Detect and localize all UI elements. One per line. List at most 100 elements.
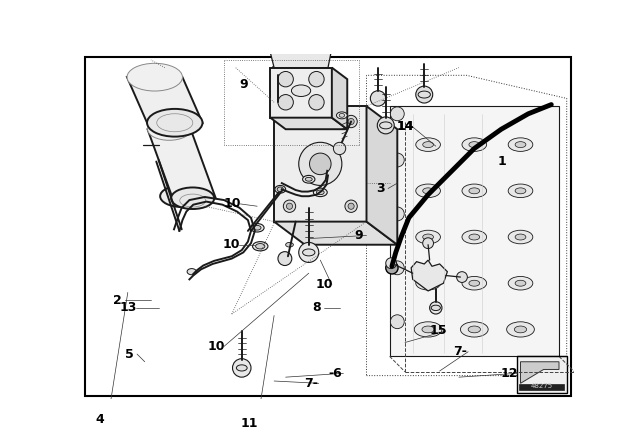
Circle shape <box>386 262 398 274</box>
Ellipse shape <box>422 326 435 333</box>
Ellipse shape <box>431 305 440 310</box>
Ellipse shape <box>277 187 284 192</box>
Polygon shape <box>127 77 202 123</box>
Ellipse shape <box>164 151 172 156</box>
Polygon shape <box>148 129 216 198</box>
Circle shape <box>422 238 433 249</box>
FancyBboxPatch shape <box>519 384 564 390</box>
Text: -6: -6 <box>329 367 342 380</box>
Ellipse shape <box>469 142 480 147</box>
Polygon shape <box>274 222 397 245</box>
Text: 15: 15 <box>429 324 447 337</box>
Text: 1: 1 <box>498 155 506 168</box>
Circle shape <box>416 86 433 103</box>
Ellipse shape <box>422 234 433 240</box>
Text: 14: 14 <box>396 121 413 134</box>
Ellipse shape <box>422 280 433 286</box>
Ellipse shape <box>462 276 486 290</box>
Ellipse shape <box>187 269 196 275</box>
Polygon shape <box>270 68 332 118</box>
Circle shape <box>278 252 292 266</box>
Circle shape <box>456 271 467 282</box>
Ellipse shape <box>414 322 442 337</box>
FancyBboxPatch shape <box>84 57 572 396</box>
Text: 10: 10 <box>207 340 225 353</box>
Ellipse shape <box>162 149 175 159</box>
Ellipse shape <box>127 63 182 91</box>
Circle shape <box>345 115 357 128</box>
Text: 14: 14 <box>396 121 413 134</box>
Ellipse shape <box>460 322 488 337</box>
Ellipse shape <box>508 230 533 244</box>
Text: 10: 10 <box>223 238 241 251</box>
Polygon shape <box>520 362 559 383</box>
Ellipse shape <box>468 326 481 333</box>
Polygon shape <box>270 39 336 68</box>
Circle shape <box>371 90 386 106</box>
Text: 7-: 7- <box>454 345 467 358</box>
Circle shape <box>278 72 293 87</box>
Text: 5: 5 <box>125 348 134 361</box>
Ellipse shape <box>508 184 533 198</box>
Text: 8: 8 <box>312 302 321 314</box>
Ellipse shape <box>416 138 440 151</box>
Ellipse shape <box>305 177 312 181</box>
Circle shape <box>429 302 442 314</box>
Ellipse shape <box>253 225 261 230</box>
Ellipse shape <box>508 276 533 290</box>
Text: 9: 9 <box>355 229 363 242</box>
Ellipse shape <box>316 190 324 195</box>
Ellipse shape <box>422 188 433 194</box>
Ellipse shape <box>462 184 486 198</box>
Text: 4: 4 <box>96 413 104 426</box>
Circle shape <box>390 107 404 121</box>
Polygon shape <box>390 106 559 356</box>
Ellipse shape <box>250 224 264 232</box>
Ellipse shape <box>416 230 440 244</box>
Ellipse shape <box>380 122 392 129</box>
Text: 12: 12 <box>501 367 518 380</box>
Polygon shape <box>411 260 447 291</box>
Circle shape <box>310 153 331 175</box>
Ellipse shape <box>462 230 486 244</box>
Ellipse shape <box>515 326 527 333</box>
Ellipse shape <box>507 322 534 337</box>
Polygon shape <box>332 68 348 129</box>
Text: 10: 10 <box>316 278 333 291</box>
Circle shape <box>284 115 296 128</box>
Text: 3: 3 <box>376 182 385 195</box>
Ellipse shape <box>291 85 310 96</box>
Text: 2: 2 <box>113 293 122 307</box>
Polygon shape <box>274 106 367 222</box>
Circle shape <box>271 65 285 78</box>
FancyBboxPatch shape <box>516 356 566 392</box>
Text: 13: 13 <box>119 302 136 314</box>
Ellipse shape <box>416 276 440 290</box>
Ellipse shape <box>337 112 348 119</box>
Circle shape <box>390 261 404 275</box>
Circle shape <box>232 359 251 377</box>
Circle shape <box>390 315 404 329</box>
Ellipse shape <box>422 142 433 147</box>
Circle shape <box>299 142 342 185</box>
Ellipse shape <box>253 241 268 251</box>
Ellipse shape <box>515 188 526 194</box>
Circle shape <box>345 200 357 212</box>
Circle shape <box>390 207 404 221</box>
Circle shape <box>378 117 394 134</box>
Text: 10: 10 <box>224 198 241 211</box>
Ellipse shape <box>171 187 214 209</box>
Text: 48275: 48275 <box>531 383 553 389</box>
Ellipse shape <box>416 184 440 198</box>
Text: 9: 9 <box>239 78 248 91</box>
Circle shape <box>162 142 168 148</box>
Ellipse shape <box>303 249 315 256</box>
Ellipse shape <box>515 280 526 286</box>
Ellipse shape <box>339 113 344 117</box>
Ellipse shape <box>515 234 526 240</box>
Circle shape <box>333 142 346 155</box>
Circle shape <box>284 200 296 212</box>
Circle shape <box>278 95 293 110</box>
Circle shape <box>159 138 171 151</box>
Circle shape <box>308 72 324 87</box>
